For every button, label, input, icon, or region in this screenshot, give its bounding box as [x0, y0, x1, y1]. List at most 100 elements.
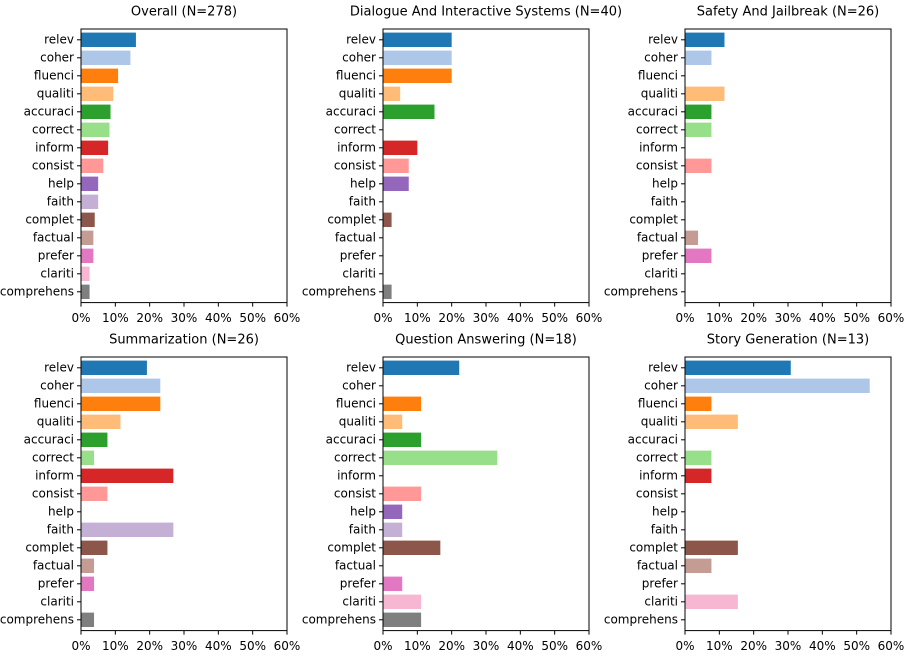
bar [685, 396, 712, 411]
y-tick-label: qualiti [641, 414, 678, 428]
x-tick-label: 10% [404, 311, 431, 325]
y-tick-label: accuraci [24, 432, 74, 446]
x-tick-label: 0% [71, 639, 90, 653]
bar [383, 284, 392, 299]
axes-frame [80, 356, 288, 632]
y-tick-label: inform [639, 140, 678, 154]
y-tick-label: help [48, 176, 74, 190]
x-tick-label: 50% [843, 311, 870, 325]
bar [81, 68, 119, 83]
y-tick-label: prefer [340, 248, 376, 262]
x-tick-label: 50% [541, 639, 568, 653]
axes-frame [684, 28, 892, 304]
bar [383, 486, 422, 501]
bar [81, 86, 114, 101]
x-tick-label: 40% [507, 639, 534, 653]
y-tick-label: accuraci [326, 104, 376, 118]
y-tick-label: help [48, 504, 74, 518]
y-tick-label: accuraci [628, 104, 678, 118]
bar [81, 230, 94, 245]
y-tick-label: faith [651, 194, 678, 208]
y-tick-label: consist [32, 486, 74, 500]
bar [685, 122, 712, 137]
y-tick-label: factual [33, 558, 74, 572]
bar [81, 212, 95, 227]
y-tick-label: fluenci [638, 396, 678, 410]
bar [81, 360, 147, 375]
bar [685, 540, 738, 555]
y-tick-label: inform [337, 140, 376, 154]
bar [383, 540, 441, 555]
bar [383, 50, 452, 65]
bar [383, 140, 418, 155]
y-tick-label: clariti [644, 266, 678, 280]
x-tick-label: 30% [775, 639, 802, 653]
bar [81, 158, 104, 173]
x-tick-label: 50% [239, 311, 266, 325]
x-tick-label: 30% [171, 311, 198, 325]
y-tick-label: accuraci [326, 432, 376, 446]
bar [81, 122, 110, 137]
y-tick-label: consist [334, 158, 376, 172]
bar [81, 522, 174, 537]
y-tick-label: consist [636, 486, 678, 500]
y-tick-label: qualiti [641, 86, 678, 100]
x-tick-label: 40% [809, 639, 836, 653]
bar [81, 50, 131, 65]
bar [81, 486, 108, 501]
y-tick-label: factual [637, 558, 678, 572]
bar [81, 378, 161, 393]
y-tick-label: relev [44, 360, 74, 374]
bar [685, 414, 738, 429]
y-tick-label: factual [335, 558, 376, 572]
bar [81, 468, 174, 483]
y-tick-label: correct [636, 450, 678, 464]
y-tick-label: consist [636, 158, 678, 172]
x-tick-label: 30% [775, 311, 802, 325]
x-tick-label: 30% [171, 639, 198, 653]
y-tick-label: fluenci [336, 68, 376, 82]
bar [383, 450, 498, 465]
x-tick-label: 40% [507, 311, 534, 325]
y-tick-label: clariti [40, 594, 74, 608]
subplot-title: Overall (N=278) [131, 5, 237, 20]
y-tick-label: faith [349, 194, 376, 208]
x-tick-label: 50% [843, 639, 870, 653]
bar [383, 414, 403, 429]
y-tick-label: relev [346, 360, 376, 374]
y-tick-label: inform [639, 468, 678, 482]
bar [685, 230, 699, 245]
x-tick-label: 50% [541, 311, 568, 325]
x-tick-label: 60% [878, 311, 905, 325]
y-tick-label: qualiti [339, 414, 376, 428]
bar [81, 432, 108, 447]
y-tick-label: faith [349, 522, 376, 536]
y-tick-label: coher [342, 50, 376, 64]
x-tick-label: 0% [373, 311, 392, 325]
bar [81, 284, 90, 299]
x-tick-label: 0% [71, 311, 90, 325]
y-tick-label: accuraci [24, 104, 74, 118]
bar [81, 248, 94, 263]
x-tick-label: 20% [438, 311, 465, 325]
bar [81, 396, 161, 411]
bar [383, 612, 422, 627]
y-tick-label: clariti [644, 594, 678, 608]
x-tick-label: 20% [136, 639, 163, 653]
bar [685, 378, 870, 393]
x-tick-label: 50% [239, 639, 266, 653]
bar [383, 158, 409, 173]
bar [81, 450, 95, 465]
y-tick-label: accuraci [628, 432, 678, 446]
bar [81, 194, 99, 209]
axes-frame [684, 356, 892, 632]
y-tick-label: inform [337, 468, 376, 482]
y-tick-label: comprehens [302, 612, 376, 626]
x-tick-label: 10% [706, 639, 733, 653]
y-tick-label: clariti [342, 594, 376, 608]
y-tick-label: clariti [40, 266, 74, 280]
y-tick-label: inform [35, 140, 74, 154]
bar [383, 68, 452, 83]
x-tick-label: 10% [404, 639, 431, 653]
y-tick-label: faith [47, 522, 74, 536]
